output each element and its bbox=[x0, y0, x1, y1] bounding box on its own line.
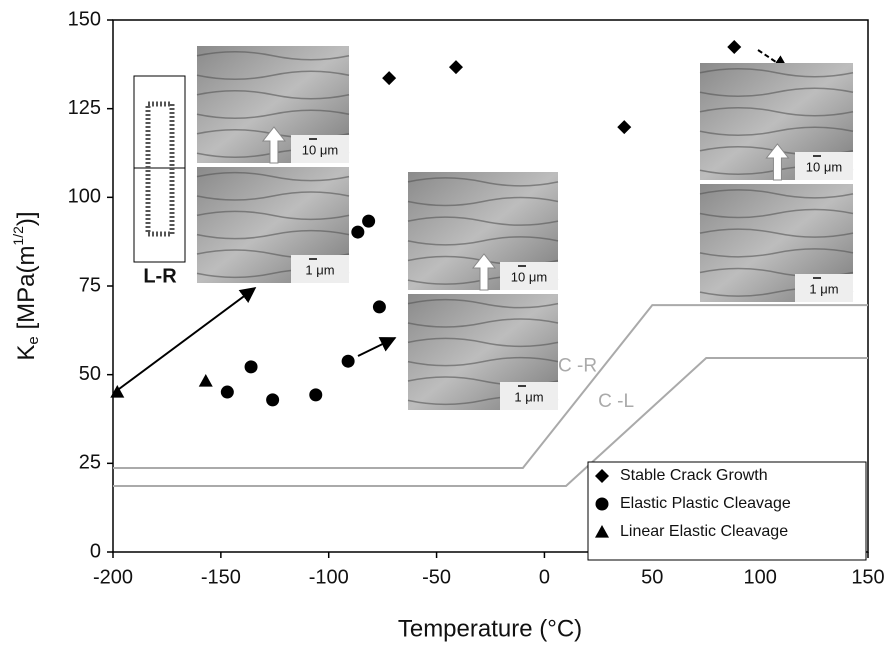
micrograph-texture bbox=[196, 171, 350, 182]
micrograph-texture bbox=[407, 356, 559, 367]
micrograph-texture bbox=[699, 248, 854, 258]
y-axis-label: Ke [MPa(m1/2)] bbox=[10, 211, 42, 360]
micrograph-texture bbox=[196, 90, 350, 100]
y-tick-label: 0 bbox=[90, 540, 101, 562]
data-point bbox=[448, 60, 463, 75]
micrograph-texture bbox=[196, 191, 350, 201]
curve-label: C -R bbox=[558, 356, 597, 377]
y-label-main: [MPa(m bbox=[13, 246, 40, 337]
scale-bar-bg bbox=[500, 262, 558, 290]
y-label-sup: 1/2 bbox=[10, 226, 26, 246]
threshold-curve bbox=[113, 356, 868, 488]
data-point bbox=[244, 360, 258, 374]
scale-bar-label: 1 μm bbox=[514, 389, 543, 404]
direction-arrow bbox=[261, 126, 286, 164]
specimen-strips bbox=[145, 101, 175, 237]
data-point bbox=[382, 71, 397, 86]
arrow bbox=[118, 287, 257, 390]
micrograph-texture bbox=[407, 177, 559, 187]
specimen-box bbox=[133, 75, 186, 263]
direction-arrow bbox=[471, 253, 497, 291]
micrograph-texture bbox=[407, 216, 559, 226]
x-tick-label: 0 bbox=[539, 566, 550, 588]
micrograph-texture bbox=[699, 189, 854, 199]
micrograph-texture bbox=[407, 196, 559, 207]
data-point bbox=[198, 374, 213, 387]
x-tick-label: -200 bbox=[93, 566, 133, 588]
micrograph-texture bbox=[699, 208, 854, 219]
x-tick-label: -50 bbox=[422, 566, 451, 588]
scale-bar-bg bbox=[795, 274, 853, 302]
scale-bar-label: 1 μm bbox=[809, 281, 838, 296]
y-tick-label: 25 bbox=[79, 452, 101, 474]
micrograph-texture bbox=[699, 87, 854, 97]
y-tick-label: 50 bbox=[79, 363, 101, 385]
x-tick-label: -150 bbox=[201, 566, 241, 588]
data-point bbox=[351, 225, 365, 239]
x-tick-label: 50 bbox=[641, 566, 663, 588]
scale-bar-label: 10 μm bbox=[806, 159, 842, 174]
x-axis-label: Temperature (°C) bbox=[398, 615, 582, 642]
legend-label: Stable Crack Growth bbox=[620, 467, 768, 484]
micrograph-texture bbox=[196, 51, 350, 61]
micrograph-texture bbox=[699, 126, 854, 136]
arrow bbox=[757, 49, 790, 71]
micrograph-texture bbox=[407, 298, 559, 309]
legend-marker bbox=[595, 525, 609, 538]
x-tick-label: 100 bbox=[743, 566, 776, 588]
micrograph-texture bbox=[407, 318, 559, 328]
micrograph-texture bbox=[699, 68, 854, 78]
data-point bbox=[220, 385, 234, 399]
y-tick-label: 100 bbox=[68, 186, 101, 208]
arrow bbox=[357, 337, 397, 357]
micrograph-texture bbox=[196, 210, 350, 221]
data-point bbox=[110, 385, 125, 398]
scale-bar-bg bbox=[291, 135, 349, 163]
scale-bar-label: 1 μm bbox=[305, 262, 334, 277]
micrograph-texture bbox=[196, 70, 350, 80]
curve-label: C -L bbox=[598, 391, 634, 412]
specimen-sketch bbox=[133, 75, 186, 263]
legend-marker bbox=[595, 497, 609, 511]
scale-bar-bg bbox=[795, 152, 853, 180]
micrograph-texture bbox=[699, 228, 854, 238]
scale-bar-bg bbox=[500, 382, 558, 410]
data-point bbox=[266, 393, 280, 407]
y-label-end: )] bbox=[13, 211, 40, 226]
direction-arrow bbox=[765, 143, 790, 181]
scale-bar-bg bbox=[291, 255, 349, 283]
x-tick-label: 150 bbox=[851, 566, 884, 588]
y-label-sub: e bbox=[25, 336, 42, 344]
threshold-curve bbox=[113, 304, 868, 469]
micrograph-texture bbox=[196, 229, 350, 240]
legend-box bbox=[587, 461, 867, 561]
data-point bbox=[727, 39, 742, 54]
data-point bbox=[341, 354, 355, 368]
data-point bbox=[362, 214, 376, 228]
micrograph-texture bbox=[407, 337, 559, 348]
data-point bbox=[372, 300, 386, 314]
legend-marker bbox=[595, 469, 609, 483]
scale-bar-label: 10 μm bbox=[302, 142, 338, 157]
y-tick-label: 125 bbox=[68, 97, 101, 119]
y-label-base: K bbox=[13, 345, 40, 361]
data-point bbox=[617, 120, 632, 135]
data-point bbox=[309, 388, 323, 402]
micrograph-texture bbox=[196, 109, 350, 119]
legend-label: Linear Elastic Cleavage bbox=[620, 523, 788, 540]
scale-bar-label: 10 μm bbox=[511, 269, 547, 284]
x-tick-label: -100 bbox=[309, 566, 349, 588]
micrograph-texture bbox=[699, 107, 854, 117]
specimen-label: L-R bbox=[143, 265, 177, 287]
y-tick-label: 75 bbox=[79, 274, 101, 296]
y-tick-label: 150 bbox=[68, 8, 101, 30]
micrograph-texture bbox=[407, 236, 559, 246]
legend-label: Elastic Plastic Cleavage bbox=[620, 495, 791, 512]
